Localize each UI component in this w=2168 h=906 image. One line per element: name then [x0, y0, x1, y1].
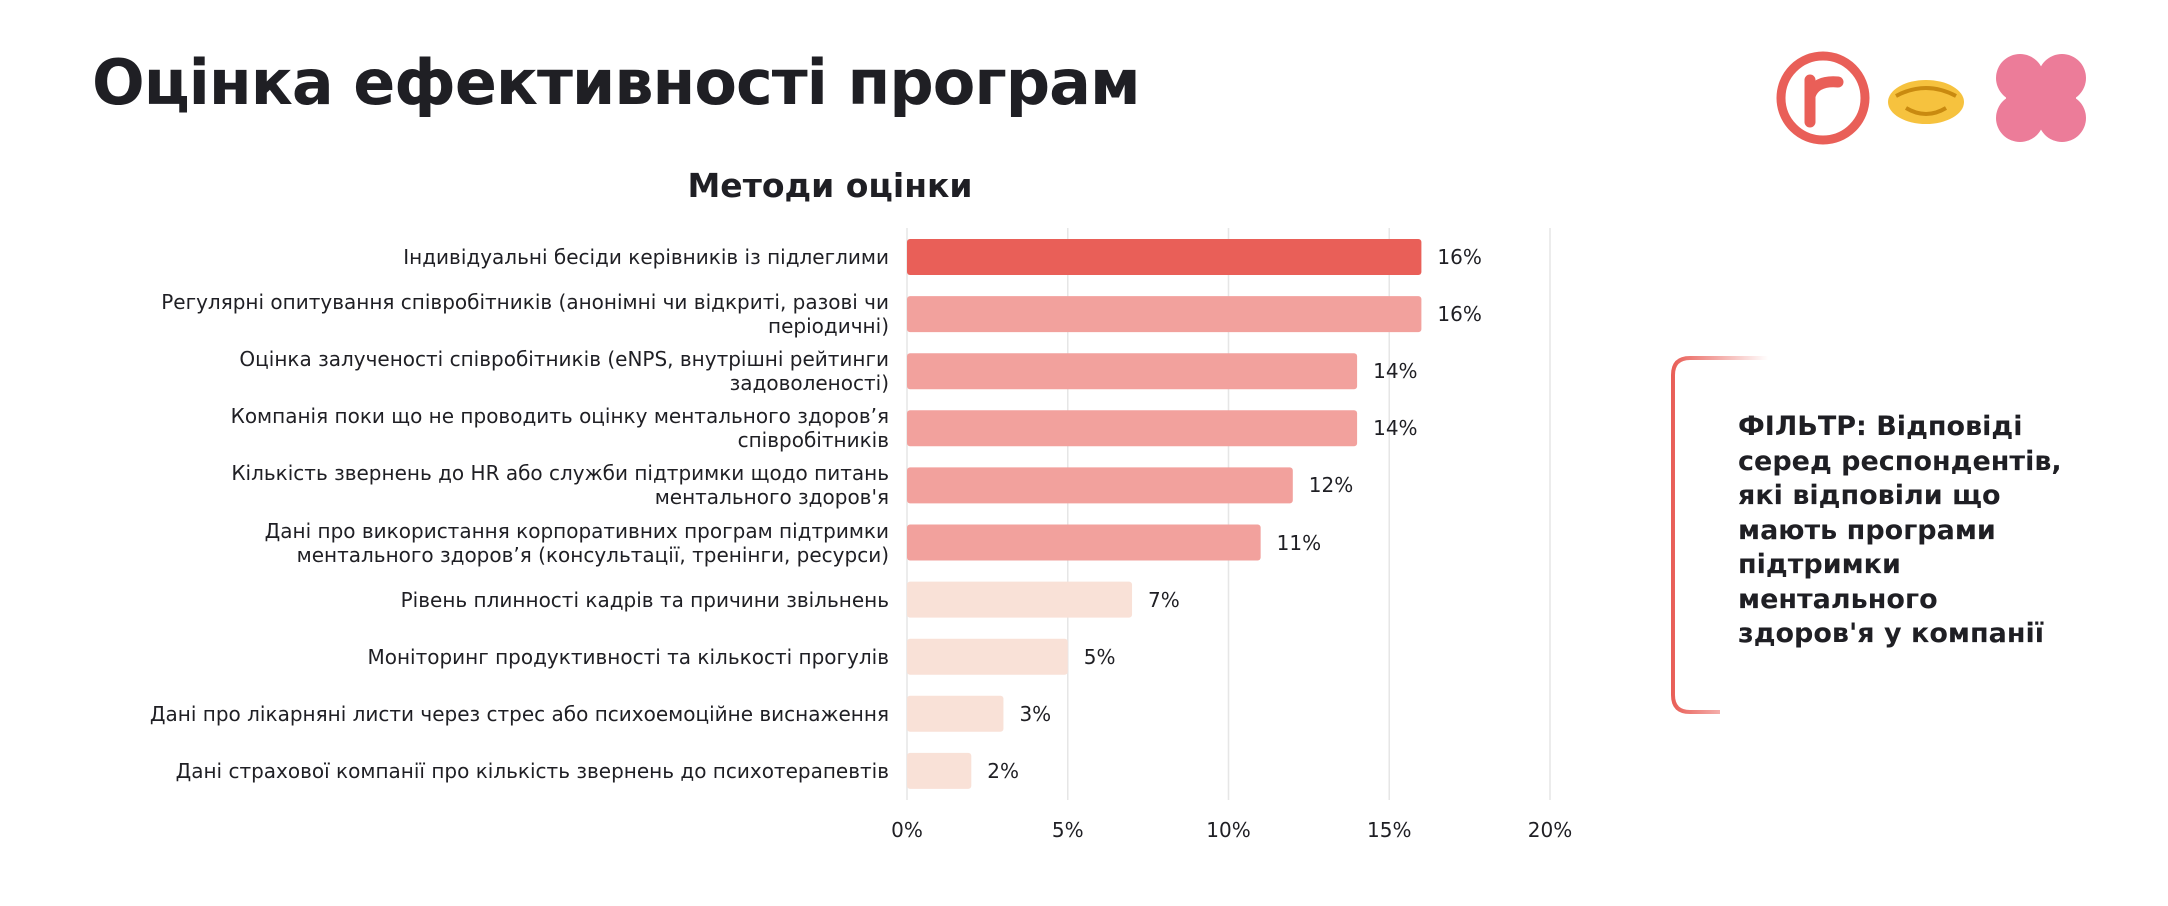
- bar: [907, 410, 1358, 447]
- x-tick-label: 15%: [1367, 818, 1412, 842]
- value-label: 3%: [1019, 701, 1052, 726]
- category-label: Кількість звернень до HR або служби підт…: [231, 461, 889, 510]
- value-label: 5%: [1083, 644, 1116, 669]
- category-label: Індивідуальні бесіди керівників із підле…: [403, 245, 889, 269]
- value-label: 7%: [1148, 587, 1180, 612]
- page-title: Оцінка ефективності програм: [92, 46, 1141, 119]
- x-tick-label: 10%: [1206, 818, 1251, 842]
- bar: [907, 638, 1068, 675]
- category-label: Дані про лікарняні листи через стрес або…: [149, 701, 889, 726]
- logo-r: [1804, 74, 1844, 128]
- value-label: 14%: [1373, 416, 1418, 441]
- value-label: 11%: [1276, 530, 1322, 555]
- chart-title: Методи оцінки: [687, 166, 973, 205]
- x-tick-label: 0%: [891, 818, 923, 842]
- bar: [907, 752, 972, 789]
- value-label: 12%: [1308, 473, 1354, 498]
- bar: [907, 353, 1358, 390]
- logos: [1776, 51, 2086, 145]
- value-label: 2%: [987, 758, 1020, 783]
- category-label: Дані про використання корпоративних прог…: [264, 518, 889, 567]
- x-tick-label: 5%: [1051, 818, 1084, 842]
- value-label: 16%: [1437, 245, 1482, 269]
- category-label: Компанія поки що не проводить оцінку мен…: [230, 404, 889, 453]
- bar: [907, 296, 1422, 333]
- logo-blob: [1996, 54, 2086, 142]
- filter-frame: [1671, 356, 1768, 714]
- logo-ring: [1776, 51, 1870, 145]
- bar: [907, 695, 1004, 732]
- category-label: Регулярні опитування співробітників (ано…: [161, 290, 889, 339]
- value-label: 14%: [1373, 359, 1418, 384]
- category-label: Рівень плинності кадрів та причини звіль…: [400, 587, 889, 612]
- x-tick-label: 20%: [1527, 818, 1573, 842]
- bar: [907, 467, 1293, 504]
- category-label: Моніторинг продуктивності та кількості п…: [367, 644, 889, 669]
- filter-note: ФІЛЬТР: Відповіді серед респондентів, як…: [1738, 411, 2062, 649]
- category-label: Оцінка залученості співробітників (eNPS,…: [239, 347, 889, 396]
- handshake-icon: [1888, 80, 1964, 124]
- bar: [907, 581, 1133, 618]
- bar: [907, 524, 1261, 561]
- category-label: Дані страхової компанії про кількість зв…: [175, 758, 889, 783]
- value-label: 16%: [1437, 302, 1482, 327]
- bar: [907, 239, 1422, 275]
